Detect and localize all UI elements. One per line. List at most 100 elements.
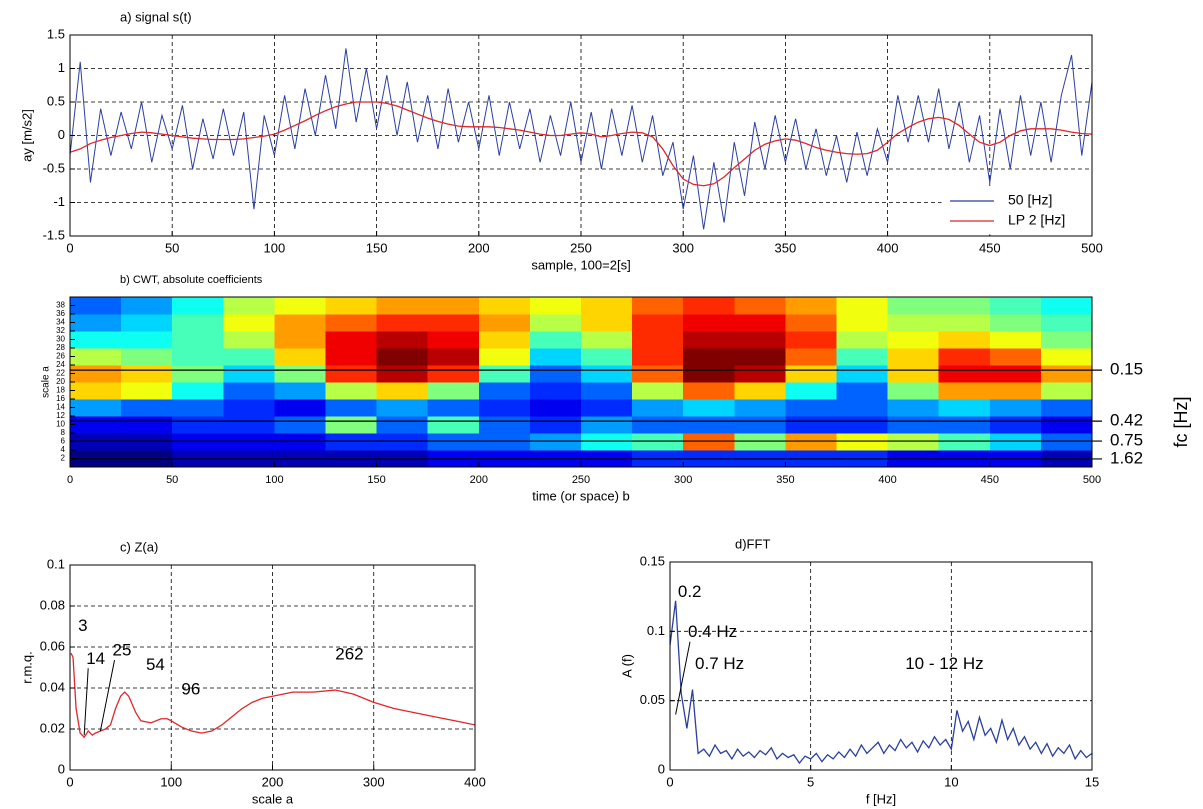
x-tick-label: 300 <box>672 240 694 255</box>
y-tick-label: 0.08 <box>40 597 65 612</box>
lines <box>670 600 1092 765</box>
x-axis-label: scale a <box>252 791 294 806</box>
heatmap-cell <box>989 416 1042 434</box>
heatmap-cell <box>478 297 531 315</box>
heatmap-cell <box>121 331 173 349</box>
heatmap-cell <box>938 416 991 434</box>
heatmap-cell <box>1040 297 1092 315</box>
heatmap-cell <box>683 348 735 366</box>
heatmap-cell <box>581 348 633 366</box>
heatmap-cell <box>887 348 940 366</box>
heatmap-cell <box>70 331 122 349</box>
y-tick-label: 0.04 <box>40 679 65 694</box>
heatmap-cell <box>836 416 889 434</box>
annotation-pointer <box>83 668 89 736</box>
heatmap-cell <box>529 314 582 332</box>
heatmap-cell <box>683 382 735 400</box>
heatmap-cell <box>938 314 991 332</box>
heatmap-cell <box>376 399 429 417</box>
heatmap-cell <box>632 433 684 451</box>
x-axis-label: time (or space) b <box>532 488 630 503</box>
heatmap-cell <box>632 331 684 349</box>
heatmap-cell <box>581 416 633 434</box>
heatmap-cell <box>376 416 429 434</box>
heatmap-cell <box>121 365 173 383</box>
heatmap-cell <box>632 297 684 315</box>
heatmap-cell <box>478 314 531 332</box>
heatmap-cell <box>734 433 786 451</box>
x-tick-label: 500 <box>1083 474 1101 486</box>
heatmap-cell <box>683 416 735 434</box>
x-tick-label: 250 <box>572 474 590 486</box>
x-tick-label: 400 <box>878 474 896 486</box>
heatmap-cell <box>683 314 735 332</box>
heatmap-cell <box>887 399 940 417</box>
heatmap-cell <box>325 348 378 366</box>
x-tick-label: 400 <box>877 240 899 255</box>
legend-label: LP 2 [Hz] <box>1008 212 1065 228</box>
heatmap-cell <box>70 314 122 332</box>
heatmap-cell <box>376 433 429 451</box>
heatmap-cell <box>785 416 837 434</box>
heatmap-cell <box>121 314 173 332</box>
heatmap-cell <box>325 331 378 349</box>
x-tick-label: 400 <box>464 774 486 789</box>
y-tick-label: 0.02 <box>40 720 65 735</box>
heatmap-cell <box>887 331 940 349</box>
heatmap-cell <box>887 297 940 315</box>
heatmap-cell <box>785 297 837 315</box>
heatmap-cell <box>427 348 480 366</box>
heatmap-cell <box>529 365 582 383</box>
heatmap-cell <box>785 433 837 451</box>
annotation: 0.4 Hz <box>688 622 737 641</box>
annotation: 96 <box>181 680 200 699</box>
heatmap <box>70 297 1092 467</box>
y-tick-label: 12 <box>56 411 65 420</box>
heatmap-cell <box>478 433 531 451</box>
x-tick-label: 15 <box>1085 774 1099 789</box>
heatmap-cell <box>1040 382 1092 400</box>
x-tick-label: 10 <box>944 774 958 789</box>
heatmap-cell <box>70 416 122 434</box>
heatmap-cell <box>70 348 122 366</box>
y-tick-label: 16 <box>56 394 65 403</box>
y-tick-label: 0.15 <box>640 553 665 568</box>
heatmap-cell <box>938 399 991 417</box>
heatmap-cell <box>836 382 889 400</box>
heatmap-cell <box>325 297 378 315</box>
x-tick-label: 100 <box>265 474 283 486</box>
heatmap-cell <box>529 433 582 451</box>
annotation: 10 - 12 Hz <box>905 654 983 673</box>
x-tick-label: 250 <box>570 240 592 255</box>
heatmap-cell <box>836 365 889 383</box>
heatmap-cell <box>529 382 582 400</box>
heatmap-cell <box>274 297 326 315</box>
heatmap-cell <box>172 399 224 417</box>
heatmap-cell <box>1040 399 1092 417</box>
heatmap-cell <box>274 331 326 349</box>
heatmap-cell <box>1040 331 1092 349</box>
heatmap-cell <box>581 433 633 451</box>
heatmap-cell <box>734 314 786 332</box>
heatmap-cell <box>785 399 837 417</box>
heatmap-cell <box>989 314 1042 332</box>
heatmap-cell <box>887 365 940 383</box>
y-tick-label: 2 <box>61 454 66 463</box>
heatmap-cell <box>478 331 531 349</box>
heatmap-cell <box>274 416 326 434</box>
heatmap-cell <box>325 365 378 383</box>
heatmap-cell <box>325 416 378 434</box>
heatmap-cell <box>274 382 326 400</box>
heatmap-cell <box>529 399 582 417</box>
heatmap-cell <box>785 382 837 400</box>
heatmap-cell <box>529 416 582 434</box>
y-tick-label: 38 <box>56 301 65 310</box>
x-tick-label: 150 <box>366 240 388 255</box>
x-tick-label: 150 <box>367 474 385 486</box>
y-tick-label: 0.1 <box>647 623 665 638</box>
heatmap-cell <box>70 433 122 451</box>
heatmap-cell <box>581 365 633 383</box>
y-tick-label: 26 <box>56 352 65 361</box>
y-tick-label: 36 <box>56 309 65 318</box>
